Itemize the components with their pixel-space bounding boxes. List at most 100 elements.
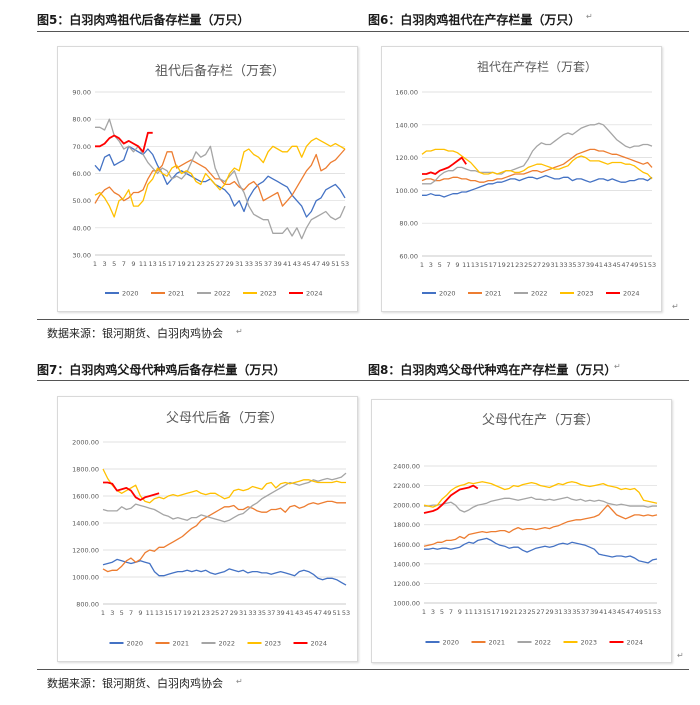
legend-label-2020: 2020	[122, 290, 139, 298]
source-bottom: 数据来源：银河期货、白羽肉鸡协会	[47, 677, 223, 690]
y-tick-label: 1400.00	[393, 560, 420, 568]
y-tick-label: 80.00	[399, 220, 418, 228]
x-tick-label: 21	[506, 261, 514, 269]
chart-title: 父母代后备（万套）	[166, 410, 283, 426]
x-tick-label: 15	[480, 261, 488, 269]
x-tick-label: 1	[420, 261, 424, 269]
x-tick-label: 13	[471, 261, 479, 269]
x-tick-label: 49	[323, 609, 331, 617]
x-tick-label: 1	[101, 609, 105, 617]
x-tick-label: 37	[267, 609, 275, 617]
x-tick-label: 39	[590, 608, 598, 616]
legend-label-2024: 2024	[306, 290, 323, 298]
chart-fig8-svg: 父母代在产（万套） 1000.00 1200.00 1400.00 1600.00 180…	[393, 412, 661, 647]
x-tick-label: 53	[342, 609, 350, 617]
chart-title: 祖代后备存栏（万套）	[155, 63, 285, 79]
x-tick-label: 9	[131, 260, 135, 268]
series-line-2022	[102, 472, 347, 523]
x-tick-label: 17	[492, 608, 500, 616]
top-rule-2	[37, 380, 689, 381]
x-tick-label: 37	[577, 261, 585, 269]
x-tick-label: 3	[103, 260, 107, 268]
legend-label-2023: 2023	[581, 639, 598, 647]
x-tick-label: 15	[164, 609, 172, 617]
legend-label-2022: 2022	[214, 290, 231, 298]
series-line-2023	[102, 468, 346, 504]
x-tick-label: 33	[248, 609, 256, 617]
x-tick-label: 9	[458, 608, 462, 616]
x-tick-label: 27	[220, 609, 228, 617]
x-tick-label: 27	[216, 260, 224, 268]
y-tick-label: 120.00	[395, 154, 418, 162]
y-tick-label: 1400.00	[72, 520, 99, 528]
x-tick-label: 49	[635, 608, 643, 616]
fig5-title: 图5：白羽肉鸡祖代后备存栏量（万只）	[37, 13, 250, 27]
x-tick-label: 41	[595, 261, 603, 269]
x-tick-label: 31	[554, 608, 562, 616]
x-tick-label: 23	[515, 261, 523, 269]
x-tick-label: 43	[604, 261, 612, 269]
x-tick-label: 7	[446, 261, 450, 269]
x-tick-label: 41	[599, 608, 607, 616]
x-tick-label: 31	[235, 260, 243, 268]
y-tick-label: 80.00	[72, 116, 91, 124]
x-tick-label: 41	[283, 260, 291, 268]
x-tick-label: 39	[274, 260, 282, 268]
x-tick-label: 5	[120, 609, 124, 617]
chart-fig5-svg: 祖代后备存栏（万套） 30.00 40.00 50.00 60.00 70.00 80.00…	[72, 63, 349, 298]
y-tick-label: 160.00	[395, 89, 418, 97]
x-tick-label: 13	[474, 608, 482, 616]
x-tick-label: 11	[139, 260, 147, 268]
legend-label-2021: 2021	[485, 290, 502, 298]
x-tick-label: 25	[211, 609, 219, 617]
series-line-2021	[423, 504, 658, 547]
legend-label-2021: 2021	[168, 290, 185, 298]
x-tick-label: 29	[542, 261, 550, 269]
source-top: 数据来源：银河期货、白羽肉鸡协会	[47, 327, 223, 340]
x-tick-label: 45	[612, 261, 620, 269]
edit-mark-fig8: ↵	[614, 362, 621, 371]
x-tick-label: 49	[630, 261, 638, 269]
x-tick-label: 5	[438, 261, 442, 269]
series-line-2023	[421, 148, 653, 180]
x-tick-label: 7	[122, 260, 126, 268]
y-tick-label: 140.00	[395, 121, 418, 129]
x-tick-label: 47	[626, 608, 634, 616]
x-tick-label: 51	[639, 261, 647, 269]
x-tick-label: 5	[112, 260, 116, 268]
chart-fig8: 父母代在产（万套） 1000.00 1200.00 1400.00 1600.00 180…	[371, 399, 672, 663]
y-tick-label: 2000.00	[72, 439, 99, 447]
legend-label-2022: 2022	[531, 290, 548, 298]
x-tick-label: 29	[225, 260, 233, 268]
legend-label-2020: 2020	[439, 290, 456, 298]
edit-mark-fig6: ↵	[586, 12, 593, 21]
edit-mark-chart8: ↵	[677, 651, 684, 660]
x-tick-label: 53	[653, 608, 661, 616]
x-tick-label: 3	[429, 261, 433, 269]
x-tick-label: 35	[254, 260, 262, 268]
series-line-2024	[103, 481, 160, 501]
x-tick-label: 29	[230, 609, 238, 617]
y-tick-label: 60.00	[399, 253, 418, 261]
y-tick-label: 800.00	[76, 601, 99, 609]
x-tick-label: 39	[276, 609, 284, 617]
chart-fig7: 父母代后备（万套） 800.00 1000.00 1200.00 1400.00 1600…	[57, 396, 358, 662]
series-line-2024	[422, 156, 467, 175]
chart-fig6-svg: 祖代在产存栏（万套） 60.00 80.00 100.00 120.00 140.00 16…	[395, 59, 656, 298]
x-tick-label: 1	[93, 260, 97, 268]
x-tick-label: 33	[559, 261, 567, 269]
x-tick-label: 3	[431, 608, 435, 616]
series-line-2022	[95, 118, 346, 240]
x-tick-label: 23	[518, 608, 526, 616]
x-tick-label: 31	[551, 261, 559, 269]
series-line-2021	[421, 148, 653, 183]
legend-label-2024: 2024	[623, 290, 640, 298]
legend-label-2023: 2023	[265, 640, 282, 648]
series-line-2022	[422, 122, 653, 185]
chart-title: 父母代在产（万套）	[482, 412, 599, 428]
legend-label-2023: 2023	[577, 290, 594, 298]
mid-rule-2	[37, 669, 689, 670]
y-tick-label: 1000.00	[393, 600, 420, 608]
x-tick-label: 15	[483, 608, 491, 616]
y-tick-label: 1200.00	[72, 547, 99, 555]
